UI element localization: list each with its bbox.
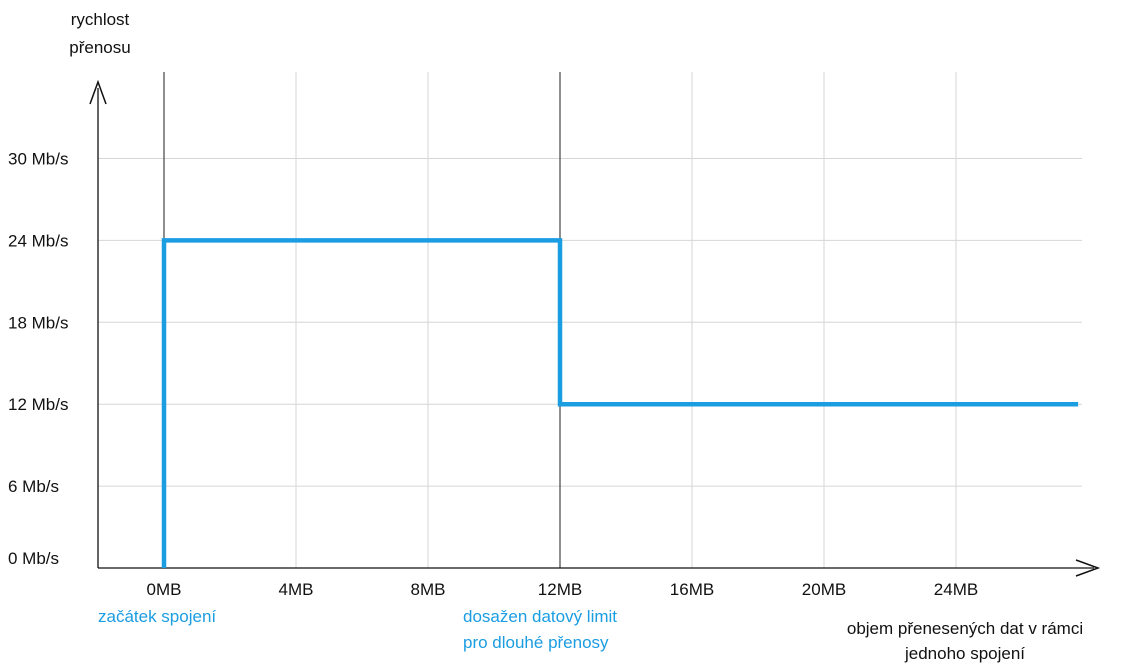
annotations: začátek spojení dosažen datový limit pro d… [98, 607, 617, 652]
grid [98, 72, 1082, 568]
y-axis-title-line-2: přenosu [69, 38, 130, 57]
series-line [161, 238, 1079, 568]
annotation-label: pro dlouhé přenosy [463, 633, 609, 652]
axes [89, 79, 1101, 577]
x-tick-label: 12MB [538, 580, 582, 599]
x-tick-label: 0MB [147, 580, 182, 599]
series [161, 238, 1079, 568]
x-tick-label: 16MB [670, 580, 714, 599]
y-tick-label: 30 Mb/s [8, 150, 68, 169]
y-tick-label: 18 Mb/s [8, 313, 68, 332]
x-axis-title-line-2: jednoho spojení [904, 644, 1025, 663]
y-axis-title-line-1: rychlost [71, 10, 130, 29]
annotation-label: začátek spojení [98, 607, 216, 626]
x-tick-label: 24MB [934, 580, 978, 599]
marker-lines [163, 72, 561, 568]
x-tick-label: 20MB [802, 580, 846, 599]
y-tick-label: 6 Mb/s [8, 477, 59, 496]
y-axis-arrow [89, 79, 107, 105]
y-tick-label: 0 Mb/s [8, 549, 59, 568]
x-tick-label: 8MB [411, 580, 446, 599]
annotation-label: dosažen datový limit [463, 607, 617, 626]
tick-labels: 0 Mb/s 6 Mb/s 12 Mb/s 18 Mb/s 24 Mb/s 30 Mb/s… [8, 150, 978, 600]
x-axis-title-line-1: objem přenesených dat v rámci [847, 619, 1083, 638]
y-tick-label: 24 Mb/s [8, 231, 68, 250]
y-tick-label: 12 Mb/s [8, 395, 68, 414]
x-axis-arrow [1075, 559, 1101, 577]
x-tick-label: 4MB [279, 580, 314, 599]
